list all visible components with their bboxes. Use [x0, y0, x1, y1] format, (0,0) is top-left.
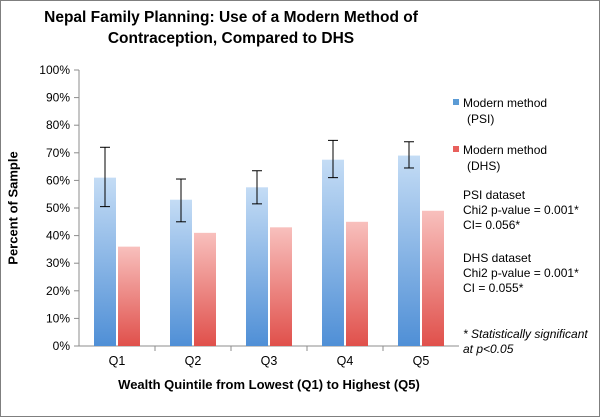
dhs-stats-line-3: CI = 0.055*	[463, 281, 524, 295]
y-tick-label: 0%	[53, 339, 71, 353]
y-tick-label: 30%	[46, 256, 70, 270]
bar-psi	[246, 187, 268, 346]
y-tick-label: 50%	[46, 201, 70, 215]
dhs-stats-line-1: DHS dataset	[463, 251, 532, 265]
footnote-line-1: * Statistically significant	[463, 327, 588, 341]
chart-title-line-1: Nepal Family Planning: Use of a Modern M…	[44, 9, 418, 26]
x-tick-label: Q5	[413, 354, 430, 368]
y-tick-label: 80%	[46, 118, 70, 132]
y-tick-label: 70%	[46, 146, 70, 160]
legend-swatch-dhs	[453, 146, 459, 152]
chart-title-line-2: Contraception, Compared to DHS	[107, 30, 355, 47]
legend-label-psi-line-1: Modern method	[463, 96, 548, 110]
legend-label-dhs-line-1: Modern method	[463, 143, 548, 157]
bars	[94, 155, 444, 346]
significance-footnote: * Statistically significant at p<0.05	[463, 327, 593, 357]
legend-item-dhs: Modern method (DHS)	[453, 142, 547, 174]
psi-stats-line-1: PSI dataset	[463, 188, 526, 202]
x-tick-label: Q2	[185, 354, 202, 368]
axes: 0% 10% 20% 30% 40% 50% 60% 70% 80% 90% 100% Q1 Q2 Q3 Q…	[39, 63, 459, 368]
psi-stats-line-2: Chi2 p-value = 0.001*	[463, 203, 579, 217]
x-tick-label: Q4	[337, 354, 354, 368]
y-tick-label: 60%	[46, 173, 70, 187]
x-axis-title: Wealth Quintile from Lowest (Q1) to High…	[118, 377, 420, 392]
error-bars	[100, 139, 414, 223]
chart-title: Nepal Family Planning: Use of a Modern M…	[31, 7, 431, 49]
psi-stats-line-3: CI= 0.056*	[463, 218, 521, 232]
bar-dhs	[194, 232, 216, 346]
legend-item-psi: Modern method (PSI)	[453, 95, 547, 127]
y-tick-label: 90%	[46, 91, 70, 105]
bar-psi	[322, 159, 344, 346]
y-tick-label: 20%	[46, 284, 70, 298]
bar-psi	[170, 199, 192, 346]
bar-dhs	[118, 246, 140, 346]
y-tick-label: 40%	[46, 229, 70, 243]
bar-dhs	[422, 210, 444, 346]
legend-label-dhs-line-2: (DHS)	[467, 159, 501, 173]
legend-label-psi-line-2: (PSI)	[467, 112, 495, 126]
bar-dhs	[346, 221, 368, 346]
psi-stats: PSI dataset Chi2 p-value = 0.001* CI= 0.…	[463, 188, 579, 233]
dhs-stats-line-2: Chi2 p-value = 0.001*	[463, 266, 579, 280]
dhs-stats: DHS dataset Chi2 p-value = 0.001* CI = 0…	[463, 251, 579, 296]
x-tick-label: Q3	[261, 354, 278, 368]
bar-psi	[94, 177, 116, 346]
y-tick-label: 100%	[39, 63, 70, 77]
bar-dhs	[270, 227, 292, 346]
bar-psi	[398, 155, 420, 346]
legend-swatch-psi	[453, 99, 459, 105]
x-tick-label: Q1	[109, 354, 126, 368]
y-tick-label: 10%	[46, 311, 70, 325]
footnote-line-2: at p<0.05	[463, 342, 514, 356]
